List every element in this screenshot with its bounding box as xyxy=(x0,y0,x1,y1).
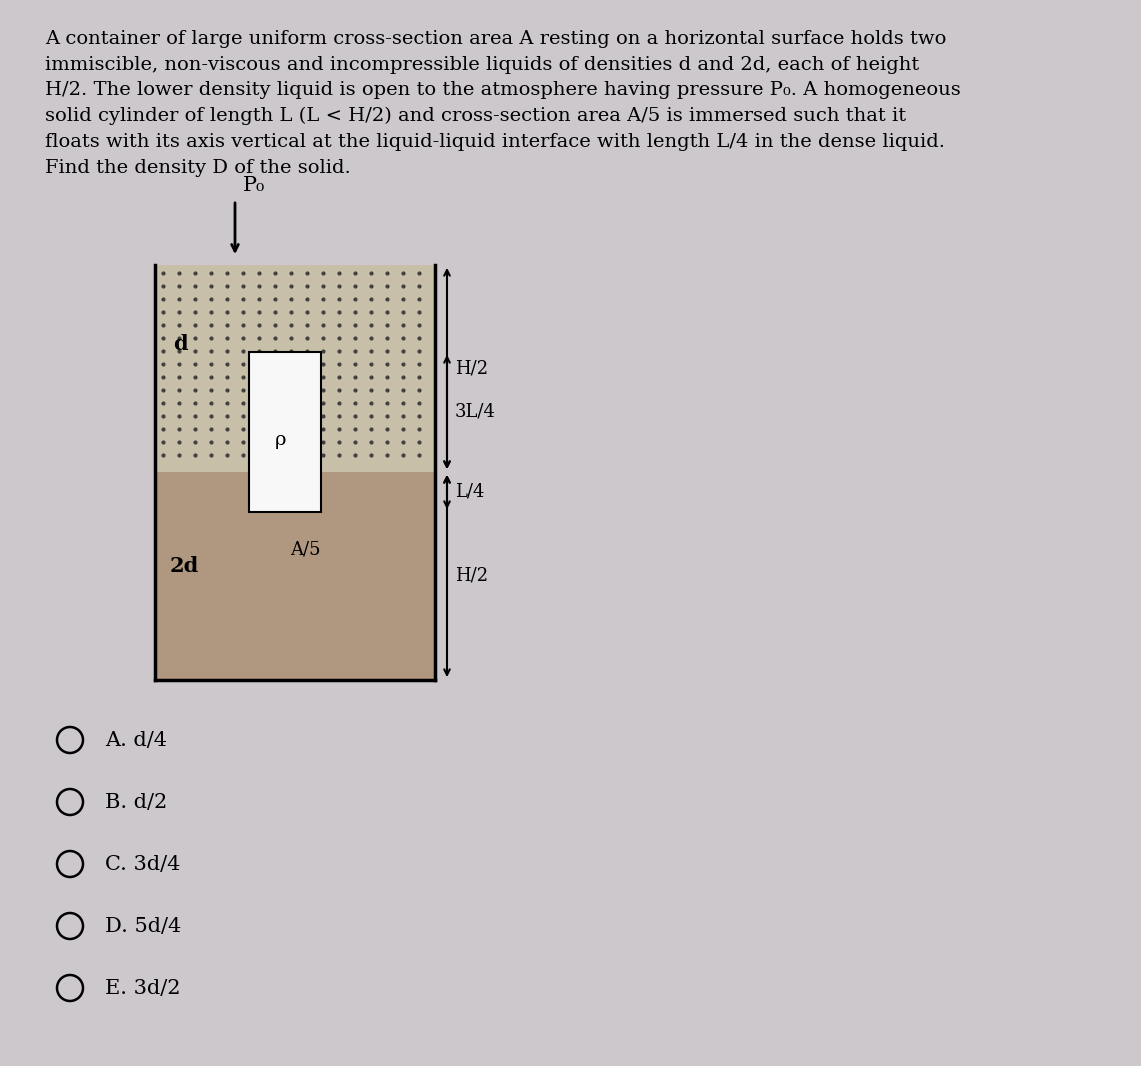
Text: E. 3d/2: E. 3d/2 xyxy=(105,979,180,998)
Bar xyxy=(155,472,435,680)
Text: A. d/4: A. d/4 xyxy=(105,730,167,749)
Text: C. 3d/4: C. 3d/4 xyxy=(105,855,180,873)
Text: d: d xyxy=(173,334,187,354)
Text: 3L/4: 3L/4 xyxy=(455,403,496,421)
Text: D. 5d/4: D. 5d/4 xyxy=(105,917,181,936)
Bar xyxy=(155,265,435,472)
Text: B. d/2: B. d/2 xyxy=(105,792,168,811)
Bar xyxy=(249,352,321,512)
Text: A/5: A/5 xyxy=(290,540,321,558)
Text: H/2: H/2 xyxy=(455,359,488,377)
Text: P₀: P₀ xyxy=(243,176,265,195)
Text: ρ: ρ xyxy=(274,431,285,449)
Text: L/4: L/4 xyxy=(455,483,485,501)
Text: 2d: 2d xyxy=(170,555,200,576)
Text: A container of large uniform cross-section area A resting on a horizontal surfac: A container of large uniform cross-secti… xyxy=(44,30,961,177)
Text: H/2: H/2 xyxy=(455,567,488,585)
